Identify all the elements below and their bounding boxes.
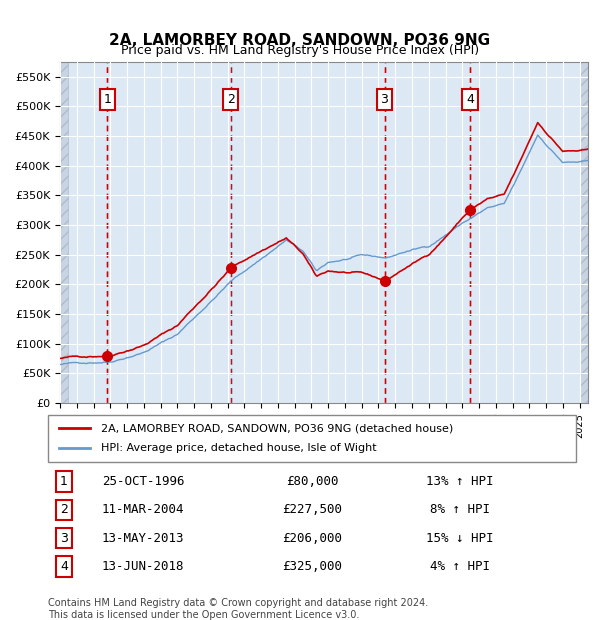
Text: 3: 3 xyxy=(60,531,68,544)
Text: 11-MAR-2004: 11-MAR-2004 xyxy=(102,503,184,516)
Text: 25-OCT-1996: 25-OCT-1996 xyxy=(102,475,184,488)
Text: 2: 2 xyxy=(60,503,68,516)
Bar xyxy=(580,62,588,403)
Text: 13-MAY-2013: 13-MAY-2013 xyxy=(102,531,184,544)
Text: Price paid vs. HM Land Registry's House Price Index (HPI): Price paid vs. HM Land Registry's House … xyxy=(121,45,479,57)
Text: 1: 1 xyxy=(60,475,68,488)
Text: 8% ↑ HPI: 8% ↑ HPI xyxy=(430,503,490,516)
Text: 2: 2 xyxy=(227,93,235,106)
Text: 3: 3 xyxy=(380,93,388,106)
Text: 13% ↑ HPI: 13% ↑ HPI xyxy=(426,475,494,488)
Text: 2A, LAMORBEY ROAD, SANDOWN, PO36 9NG: 2A, LAMORBEY ROAD, SANDOWN, PO36 9NG xyxy=(109,33,491,48)
Text: 13-JUN-2018: 13-JUN-2018 xyxy=(102,560,184,573)
Text: £325,000: £325,000 xyxy=(282,560,342,573)
Text: 2A, LAMORBEY ROAD, SANDOWN, PO36 9NG (detached house): 2A, LAMORBEY ROAD, SANDOWN, PO36 9NG (de… xyxy=(101,423,453,433)
FancyBboxPatch shape xyxy=(48,415,576,462)
Text: 4% ↑ HPI: 4% ↑ HPI xyxy=(430,560,490,573)
Text: £206,000: £206,000 xyxy=(282,531,342,544)
Text: 4: 4 xyxy=(60,560,68,573)
Text: 4: 4 xyxy=(466,93,474,106)
Bar xyxy=(60,62,68,403)
Text: Contains HM Land Registry data © Crown copyright and database right 2024.
This d: Contains HM Land Registry data © Crown c… xyxy=(48,598,428,620)
Text: 1: 1 xyxy=(103,93,111,106)
Text: £227,500: £227,500 xyxy=(282,503,342,516)
Text: HPI: Average price, detached house, Isle of Wight: HPI: Average price, detached house, Isle… xyxy=(101,443,376,453)
Text: 15% ↓ HPI: 15% ↓ HPI xyxy=(426,531,494,544)
Text: £80,000: £80,000 xyxy=(286,475,338,488)
